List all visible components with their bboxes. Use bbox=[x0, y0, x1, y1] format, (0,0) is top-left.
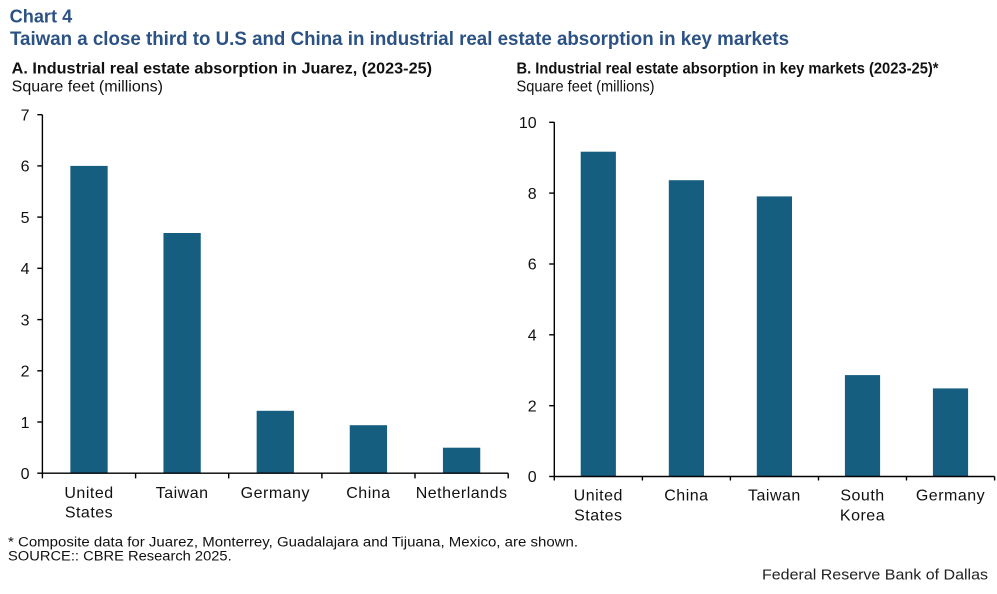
svg-text:States: States bbox=[574, 507, 622, 524]
svg-text:States: States bbox=[65, 504, 113, 521]
svg-text:Square feet (millions): Square feet (millions) bbox=[12, 79, 163, 96]
svg-text:South: South bbox=[840, 488, 884, 505]
svg-text:United: United bbox=[574, 488, 623, 505]
svg-text:China: China bbox=[664, 488, 708, 505]
svg-text:B. Industrial real estate abso: B. Industrial real estate absorption in … bbox=[517, 60, 940, 77]
svg-text:* Composite data for Juarez, M: * Composite data for Juarez, Monterrey, … bbox=[8, 534, 578, 549]
svg-text:United: United bbox=[64, 485, 113, 502]
svg-text:Federal Reserve Bank of Dallas: Federal Reserve Bank of Dallas bbox=[762, 567, 988, 584]
svg-text:6: 6 bbox=[528, 257, 537, 274]
svg-text:5: 5 bbox=[21, 210, 30, 227]
svg-text:0: 0 bbox=[528, 469, 537, 486]
svg-text:Germany: Germany bbox=[916, 488, 985, 505]
svg-text:7: 7 bbox=[21, 108, 30, 125]
svg-text:2: 2 bbox=[528, 398, 537, 415]
svg-text:Chart 4: Chart 4 bbox=[10, 7, 73, 27]
svg-text:Taiwan: Taiwan bbox=[748, 488, 801, 505]
svg-text:Korea: Korea bbox=[840, 507, 885, 524]
svg-text:1: 1 bbox=[21, 415, 30, 432]
svg-text:0: 0 bbox=[21, 466, 30, 483]
svg-text:6: 6 bbox=[21, 159, 30, 176]
svg-text:SOURCE:: CBRE Research 2025.: SOURCE:: CBRE Research 2025. bbox=[8, 549, 232, 564]
svg-text:Germany: Germany bbox=[241, 485, 310, 502]
svg-text:Netherlands: Netherlands bbox=[416, 485, 508, 502]
svg-text:China: China bbox=[346, 485, 390, 502]
svg-text:2: 2 bbox=[21, 364, 30, 381]
svg-text:Taiwan a close third to U.S an: Taiwan a close third to U.S and China in… bbox=[10, 28, 789, 50]
svg-text:4: 4 bbox=[21, 261, 30, 278]
svg-text:3: 3 bbox=[21, 312, 30, 329]
svg-text:8: 8 bbox=[528, 186, 537, 203]
svg-text:4: 4 bbox=[528, 328, 537, 345]
svg-text:10: 10 bbox=[519, 115, 537, 132]
svg-text:Square feet (millions): Square feet (millions) bbox=[517, 79, 655, 96]
svg-text:Taiwan: Taiwan bbox=[156, 485, 209, 502]
svg-text:A. Industrial real estate abso: A. Industrial real estate absorption in … bbox=[12, 60, 432, 77]
